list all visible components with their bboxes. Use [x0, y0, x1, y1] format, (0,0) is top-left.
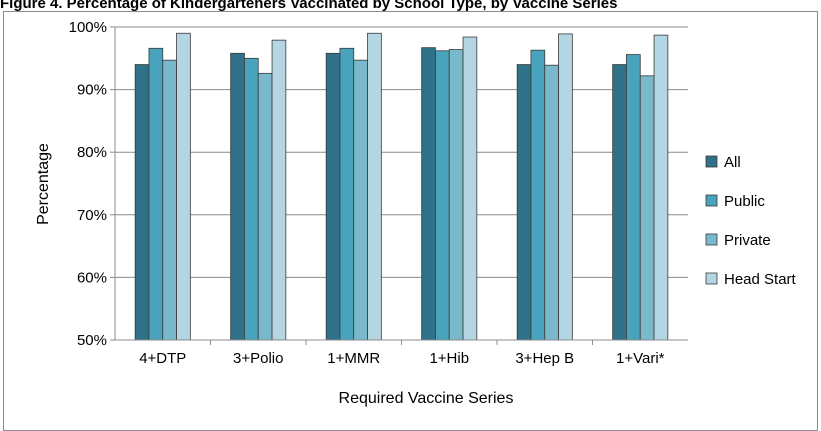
legend-label: Private	[724, 232, 771, 249]
legend-label: Head Start	[724, 271, 797, 288]
bar-public	[626, 54, 641, 341]
bar-private	[353, 59, 368, 341]
bar-private	[257, 72, 273, 341]
bar-head-start	[653, 34, 669, 341]
chart-title: Figure 4. Percentage of Kindergarteners …	[0, 0, 618, 11]
bars	[134, 32, 669, 341]
x-tick-label: 4+DTP	[139, 350, 186, 367]
bar-head-start	[176, 32, 191, 341]
bar-public	[148, 47, 164, 341]
bar-public	[339, 47, 355, 341]
bar-private	[639, 75, 655, 341]
bar-head-start	[462, 36, 478, 341]
bar-all	[612, 64, 627, 341]
x-tick-label: 1+MMR	[327, 350, 380, 367]
legend-label: Public	[724, 193, 765, 210]
y-tick-label: 100%	[69, 19, 107, 36]
legend-label: All	[724, 154, 741, 171]
y-tick-label: 80%	[77, 144, 107, 161]
bar-head-start	[367, 32, 382, 341]
bar-head-start	[271, 39, 287, 341]
y-tick-label: 50%	[77, 332, 107, 349]
bar-all	[134, 64, 150, 341]
bar-private	[448, 49, 464, 341]
bar-head-start	[558, 33, 573, 341]
bar-all	[421, 47, 436, 341]
legend-swatch	[705, 233, 718, 246]
y-tick-label: 90%	[77, 82, 107, 99]
x-tick-label: 3+Hep B	[515, 350, 574, 367]
legend-swatch	[705, 194, 718, 207]
bar-all	[516, 64, 532, 341]
y-tick-label: 70%	[77, 207, 107, 224]
bar-all	[230, 52, 245, 341]
legend-swatch	[705, 272, 718, 285]
bar-public	[530, 49, 546, 341]
bar-public	[435, 50, 450, 341]
x-tick-label: 1+Hib	[429, 350, 469, 367]
legend-swatch	[705, 155, 718, 168]
x-axis-title: Required Vaccine Series	[339, 390, 514, 407]
y-axis-title: Percentage	[35, 143, 52, 225]
bar-all	[325, 52, 341, 341]
bar-public	[244, 57, 259, 341]
bar-private	[162, 59, 177, 341]
x-tick-label: 3+Polio	[233, 350, 283, 367]
axes: 50% 60% 70% 80% 90% 100% 4+DTP 3+Polio 1+MMR 1+Hi…	[69, 19, 688, 367]
x-tick-label: 1+Vari*	[616, 350, 665, 367]
legend: All Public Private Head Start	[705, 154, 797, 288]
gridlines	[115, 26, 688, 341]
y-tick-label: 60%	[77, 269, 107, 286]
bar-private	[544, 64, 559, 341]
